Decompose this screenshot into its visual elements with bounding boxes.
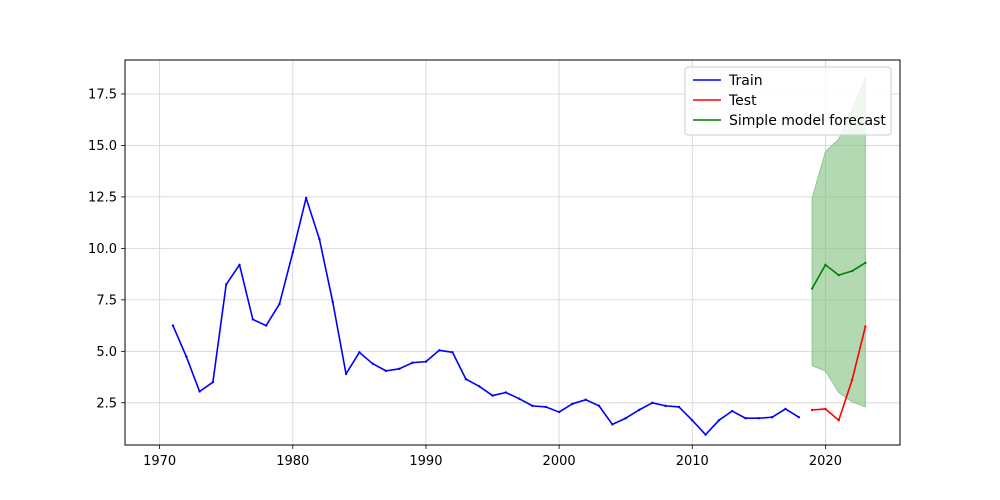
x-tick-label: 1990 (409, 454, 442, 469)
data-point (810, 287, 814, 290)
data-point (531, 404, 534, 408)
data-point (238, 263, 241, 267)
data-point (611, 423, 614, 426)
data-point (358, 351, 361, 354)
data-point (637, 408, 641, 412)
plot-frame (124, 59, 901, 446)
data-point (864, 261, 867, 264)
data-point (677, 405, 681, 409)
data-point (278, 302, 281, 306)
data-point (344, 372, 348, 376)
data-point (797, 416, 800, 419)
y-tick-label: 12.5 (88, 190, 117, 205)
data-point (225, 283, 228, 286)
data-point (464, 377, 468, 381)
data-point (824, 407, 827, 411)
data-point (304, 196, 308, 200)
legend-box (684, 66, 892, 136)
data-point (398, 367, 401, 371)
data-point (557, 410, 561, 414)
data-point (691, 419, 694, 422)
data-point (850, 378, 854, 382)
data-point (384, 369, 388, 373)
data-point (597, 404, 601, 408)
y-tick-label: 10.0 (88, 242, 117, 257)
y-tick-label: 5.0 (96, 345, 117, 360)
x-tick-label: 1970 (143, 454, 176, 469)
data-point (211, 381, 215, 384)
forecast-band (811, 77, 866, 408)
series-line-train (172, 197, 800, 436)
data-point (491, 394, 494, 397)
data-point (185, 355, 188, 358)
data-point (770, 416, 774, 419)
data-point (478, 385, 481, 388)
data-point (517, 397, 521, 400)
forecast-confidence-band (811, 77, 866, 408)
data-point (584, 398, 587, 401)
data-point (411, 361, 414, 364)
data-point (704, 433, 707, 436)
data-point (451, 351, 454, 354)
data-point (264, 324, 268, 327)
data-point (717, 419, 721, 422)
data-point (251, 318, 255, 321)
data-point (837, 419, 840, 422)
y-tick-label: 2.5 (96, 396, 117, 411)
x-tick-label: 2000 (543, 454, 576, 469)
data-point (371, 362, 374, 365)
data-point (664, 404, 667, 408)
data-point (424, 360, 428, 363)
data-point (837, 273, 840, 277)
y-axis: 2.5 5.0 7.5 10.0 12.5 15.0 17.5 (88, 87, 125, 411)
x-tick-label: 1980 (276, 454, 309, 469)
data-point (784, 407, 787, 411)
legend: Train Test Simple model forecast (684, 66, 892, 136)
data-point (291, 251, 294, 254)
data-point (757, 417, 761, 420)
data-point (504, 391, 508, 394)
data-point (438, 349, 441, 352)
y-tick-label: 7.5 (96, 293, 117, 308)
data-point (198, 390, 201, 393)
legend-label: Train (728, 73, 763, 89)
data-point (810, 408, 814, 412)
legend-label: Test (728, 93, 757, 109)
x-tick-label: 2010 (676, 454, 709, 469)
data-point (571, 402, 574, 406)
data-point (651, 401, 654, 404)
data-point (864, 325, 867, 328)
y-tick-label: 15.0 (88, 139, 117, 154)
data-point (850, 269, 854, 273)
data-point (731, 409, 734, 413)
data-point (171, 324, 175, 327)
data-point (331, 300, 334, 304)
data-point (318, 237, 321, 241)
x-tick-label: 2020 (809, 454, 842, 469)
data-point (744, 417, 747, 420)
x-axis: 1970 1980 1990 2000 2010 2020 (143, 445, 842, 469)
data-point (544, 405, 547, 409)
data-point (824, 263, 827, 267)
legend-label: Simple model forecast (729, 113, 886, 129)
y-tick-label: 17.5 (88, 87, 117, 102)
series-lines (171, 196, 867, 436)
data-point (624, 417, 627, 420)
